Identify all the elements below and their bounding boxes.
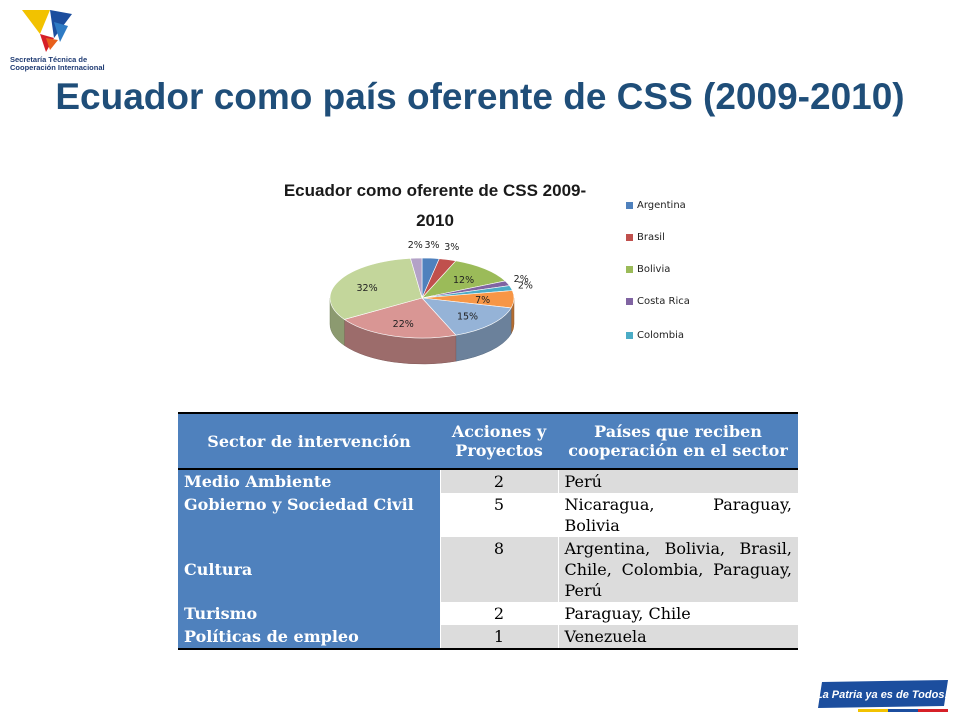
legend-swatch	[626, 298, 633, 305]
pie-data-label: 22%	[393, 319, 414, 330]
legend-label: Argentina	[637, 200, 686, 211]
pie-slice	[421, 297, 512, 336]
row-count: 1	[439, 625, 559, 650]
pie-data-labels: 3% 3%12% 2%2%7%15%22%32%2%	[356, 240, 532, 330]
row-count: 8	[439, 537, 559, 602]
legend-swatch	[626, 234, 633, 241]
row-countries: Argentina, Bolivia, Brasil, Chile, Colom…	[558, 537, 798, 602]
legend-label: Brasil	[637, 232, 665, 243]
pie-slice	[410, 257, 423, 299]
page-title: Ecuador como país oferente de CSS (2009-…	[55, 76, 905, 117]
table-row: Turismo 2 Paraguay, Chile	[178, 602, 798, 625]
legend-label: Bolivia	[637, 264, 671, 275]
row-count: 2	[439, 469, 559, 493]
pie-data-label: 32%	[356, 283, 377, 294]
legend-swatch	[626, 202, 633, 209]
row-sector: Medio Ambiente	[178, 469, 440, 493]
row-sector: Políticas de empleo	[178, 625, 440, 650]
logo-org-name: Secretaría Técnica de Cooperación Intern…	[10, 56, 122, 72]
pie-slices	[329, 257, 515, 339]
pie-data-label: 15%	[457, 311, 478, 322]
setci-logo: Secretaría Técnica de Cooperación Intern…	[10, 4, 122, 74]
pie-data-label: 2%	[408, 240, 423, 251]
logo-org-line2: Cooperación Internacional	[10, 63, 105, 72]
row-sector: Cultura	[178, 537, 440, 602]
legend-label: Costa Rica	[637, 296, 690, 307]
slogan-banner: La Patria ya es de Todos!	[818, 680, 948, 712]
pie-slice	[421, 260, 506, 299]
row-count: 5	[439, 493, 559, 537]
pie-data-label: 7%	[475, 295, 490, 306]
pie-data-label: 2%	[518, 281, 533, 292]
pie-data-label: 3%	[425, 240, 440, 251]
table-row: Medio Ambiente 2 Perú	[178, 469, 798, 493]
row-sector: Turismo	[178, 602, 440, 625]
pie-slice	[329, 258, 423, 320]
legend-swatch	[626, 332, 633, 339]
chart-title: Ecuador como oferente de CSS 2009- 2010	[270, 176, 600, 236]
row-sector: Gobierno y Sociedad Civil	[178, 493, 440, 537]
legend-swatch	[626, 266, 633, 273]
row-countries: Nicaragua, Paraguay, Bolivia	[564, 495, 793, 535]
sector-table: Sector de intervención Acciones y Proyec…	[178, 412, 798, 650]
legend-label: Colombia	[637, 330, 684, 341]
row-countries: Venezuela	[558, 625, 798, 650]
row-countries: Paraguay, Chile	[564, 604, 691, 623]
slogan-text: La Patria ya es de Todos!	[818, 689, 948, 701]
pie-data-label: 12%	[453, 275, 474, 286]
table-row: Políticas de empleo 1 Venezuela	[178, 625, 798, 650]
table-row: Gobierno y Sociedad Civil 5 Nicaragua, P…	[178, 493, 798, 537]
pie-data-label: 2%	[514, 274, 529, 285]
chart-title-line1: Ecuador como oferente de CSS 2009-	[283, 181, 587, 200]
row-countries: Perú	[558, 469, 798, 493]
chart-title-line2: 2010	[416, 211, 454, 230]
header-sector: Sector de intervención	[178, 412, 440, 470]
pie-data-label: 3%	[444, 242, 459, 253]
table-row: Cultura 8 Argentina, Bolivia, Brasil, Ch…	[178, 537, 798, 602]
logo-org-line1: Secretaría Técnica de	[10, 55, 88, 64]
table-header-row: Sector de intervención Acciones y Proyec…	[178, 412, 798, 470]
pie-slice	[343, 297, 457, 339]
header-actions: Acciones y Proyectos	[440, 412, 558, 470]
header-countries: Países que reciben cooperación en el sec…	[558, 412, 798, 470]
row-count: 2	[439, 602, 559, 625]
logo-mark-icon	[22, 10, 72, 52]
